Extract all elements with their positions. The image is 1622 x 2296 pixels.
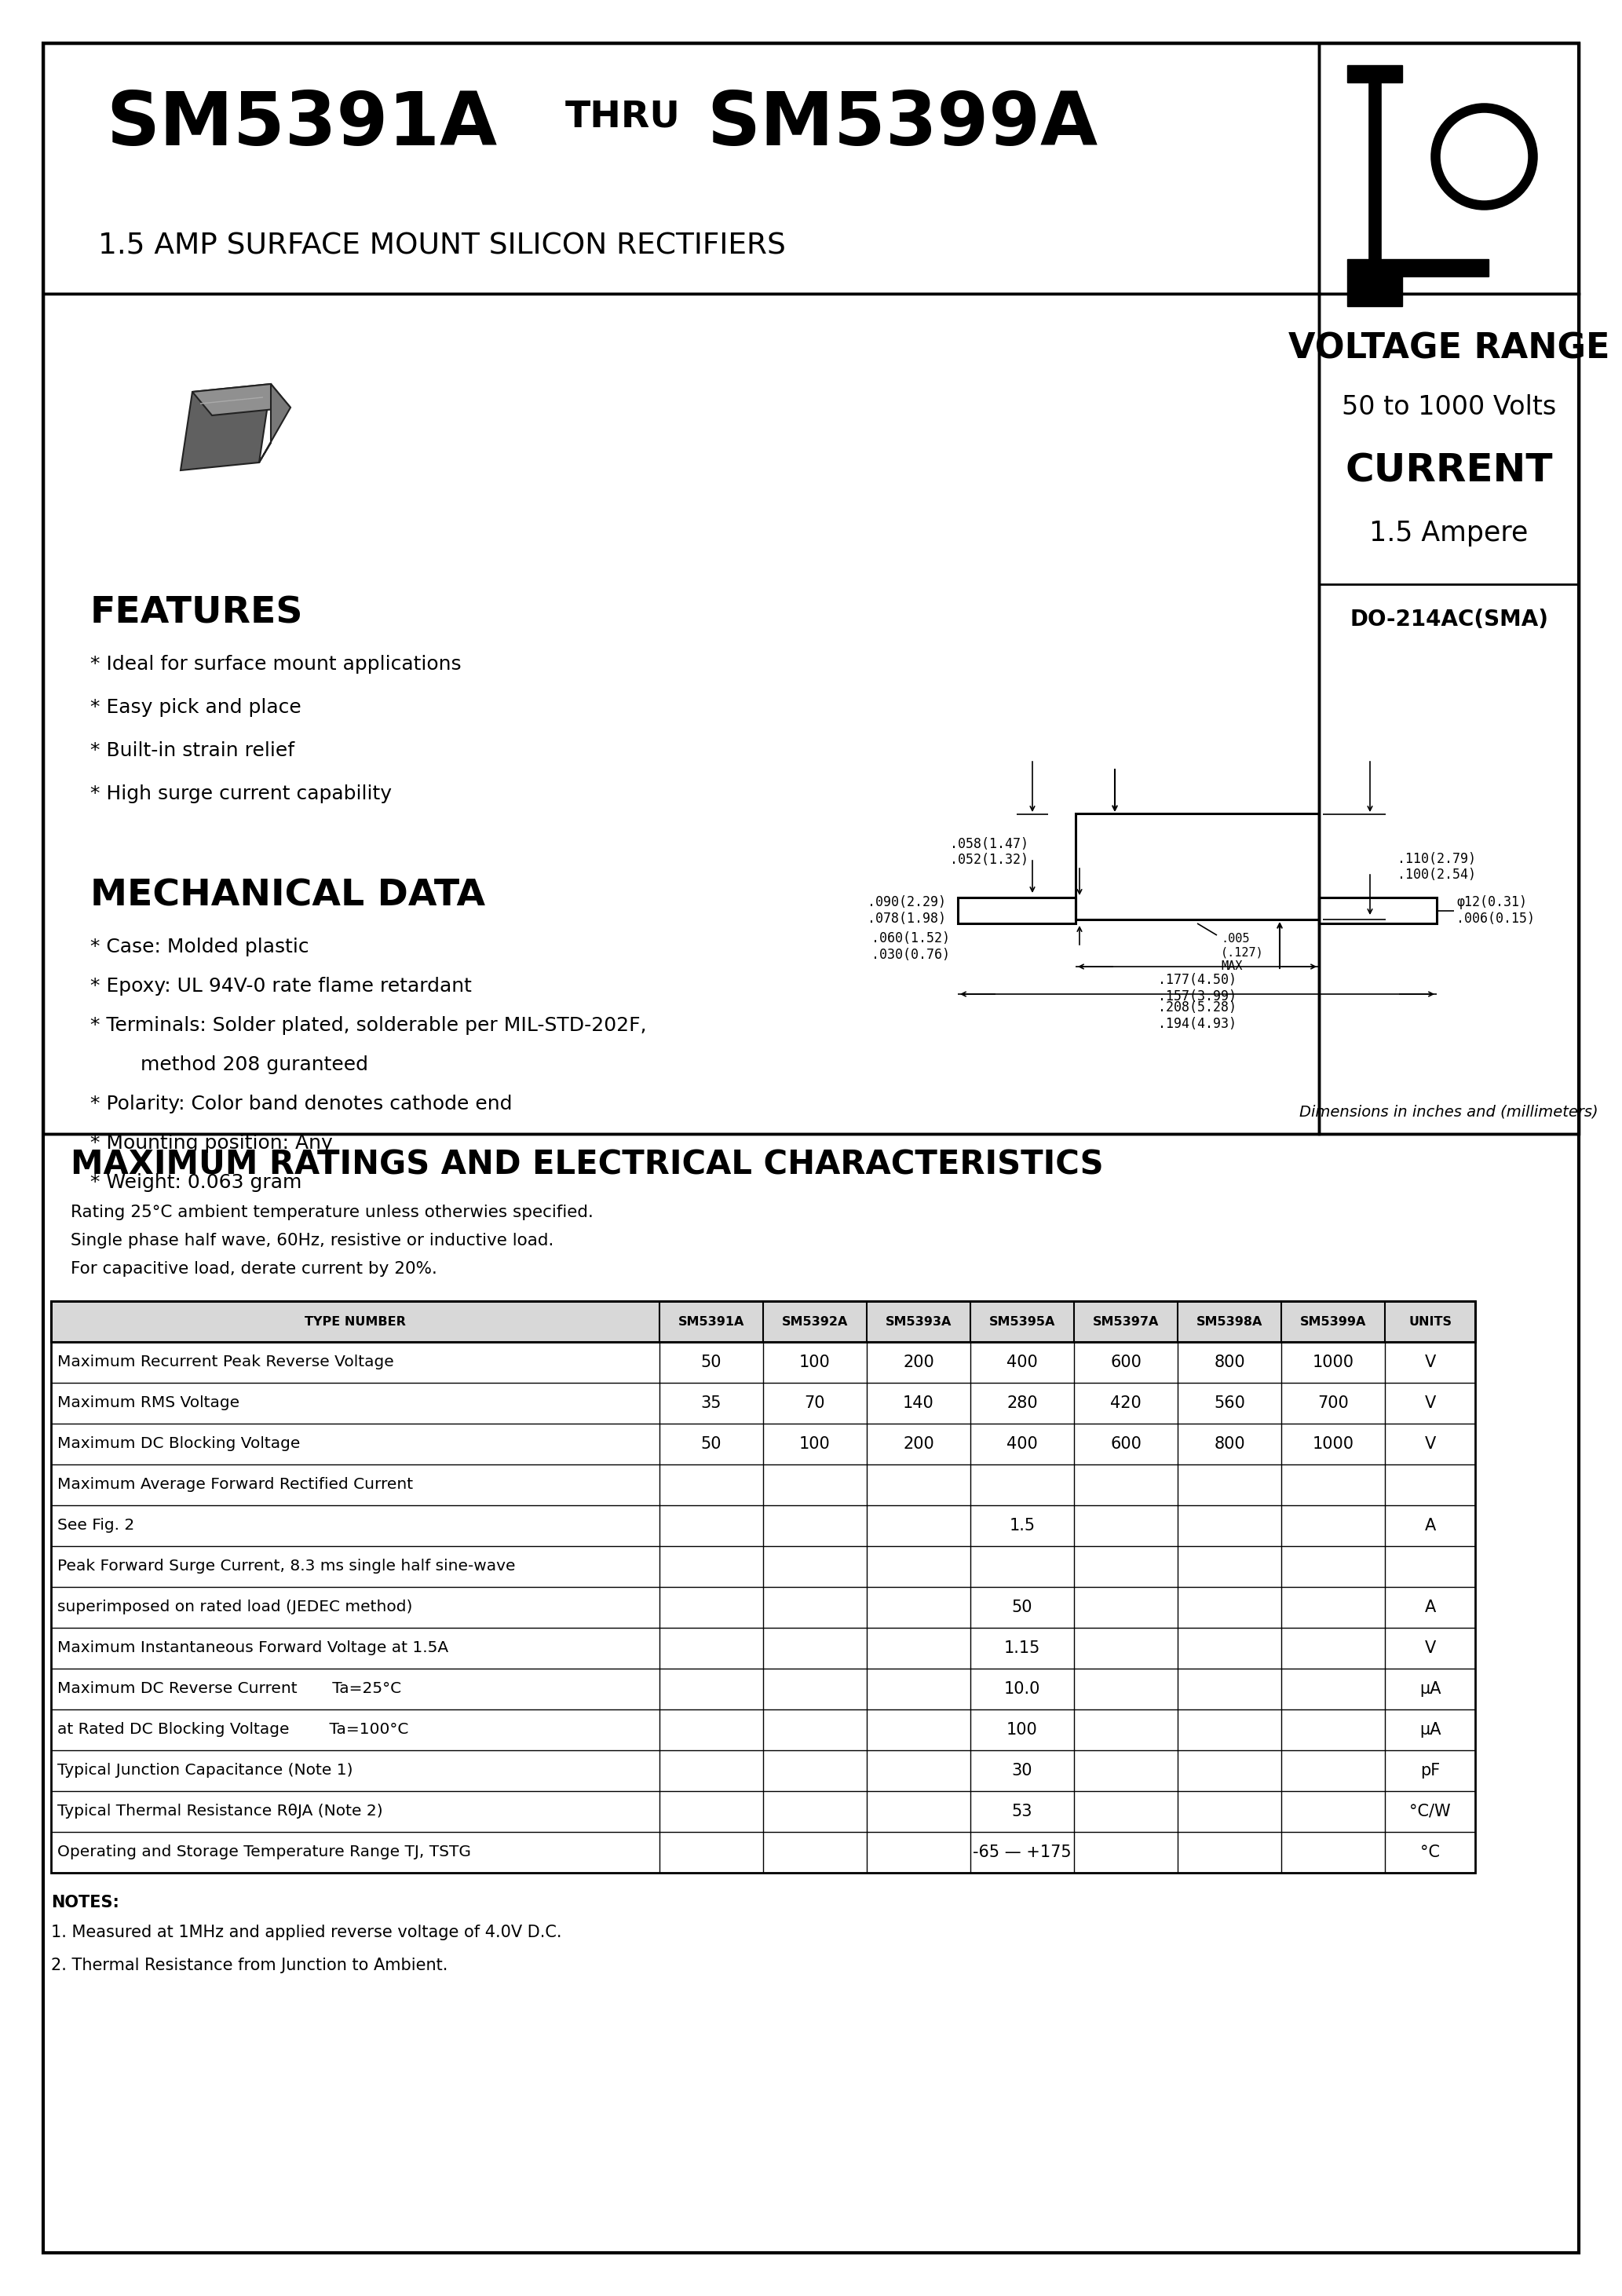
Text: Maximum DC Reverse Current       Ta=25°C: Maximum DC Reverse Current Ta=25°C (57, 1681, 401, 1697)
Text: V: V (1424, 1396, 1435, 1412)
Text: 35: 35 (701, 1396, 722, 1412)
Text: pF: pF (1421, 1763, 1440, 1779)
Text: V: V (1424, 1437, 1435, 1451)
Text: .177(4.50)
.157(3.99): .177(4.50) .157(3.99) (1158, 974, 1236, 1003)
Text: Maximum DC Blocking Voltage: Maximum DC Blocking Voltage (57, 1437, 300, 1451)
Text: THRU: THRU (564, 99, 681, 135)
Text: 560: 560 (1213, 1396, 1246, 1412)
Text: Typical Junction Capacitance (Note 1): Typical Junction Capacitance (Note 1) (57, 1763, 354, 1777)
Text: * Epoxy: UL 94V-0 rate flame retardant: * Epoxy: UL 94V-0 rate flame retardant (91, 976, 472, 996)
Text: CURRENT: CURRENT (1345, 452, 1552, 489)
Text: 10.0: 10.0 (1004, 1681, 1040, 1697)
Bar (50, 1302, 1474, 1341)
Bar (44, 294, 1319, 1134)
Text: φ12(0.31)
.006(0.15): φ12(0.31) .006(0.15) (1457, 895, 1534, 925)
Text: 50: 50 (701, 1355, 722, 1371)
Text: .208(5.28)
.194(4.93): .208(5.28) .194(4.93) (1158, 1001, 1236, 1031)
Text: 600: 600 (1109, 1355, 1142, 1371)
Text: Maximum Average Forward Rectified Current: Maximum Average Forward Rectified Curren… (57, 1476, 414, 1492)
Text: SM5391A: SM5391A (678, 1316, 744, 1327)
Text: μA: μA (1419, 1722, 1440, 1738)
Text: * Terminals: Solder plated, solderable per MIL-STD-202F,: * Terminals: Solder plated, solderable p… (91, 1017, 647, 1035)
Text: .060(1.52)
.030(0.76): .060(1.52) .030(0.76) (871, 932, 950, 962)
Text: μA: μA (1419, 1681, 1440, 1697)
Text: SM5395A: SM5395A (989, 1316, 1056, 1327)
Text: Single phase half wave, 60Hz, resistive or inductive load.: Single phase half wave, 60Hz, resistive … (71, 1233, 553, 1249)
Text: Peak Forward Surge Current, 8.3 ms single half sine-wave: Peak Forward Surge Current, 8.3 ms singl… (57, 1559, 516, 1575)
Text: method 208 guranteed: method 208 guranteed (91, 1056, 368, 1075)
Text: 800: 800 (1213, 1437, 1246, 1451)
Bar (1319, 44, 1578, 294)
Bar (1319, 898, 1437, 923)
Text: 100: 100 (800, 1355, 830, 1371)
Text: Maximum RMS Voltage: Maximum RMS Voltage (57, 1396, 240, 1410)
Text: 53: 53 (1012, 1805, 1033, 1818)
Text: 1. Measured at 1MHz and applied reverse voltage of 4.0V D.C.: 1. Measured at 1MHz and applied reverse … (50, 1924, 561, 1940)
Text: .090(2.29)
.078(1.98): .090(2.29) .078(1.98) (868, 895, 946, 925)
Text: UNITS: UNITS (1408, 1316, 1452, 1327)
Text: Maximum Recurrent Peak Reverse Voltage: Maximum Recurrent Peak Reverse Voltage (57, 1355, 394, 1371)
Text: 50: 50 (701, 1437, 722, 1451)
Text: 70: 70 (805, 1396, 826, 1412)
Text: FEATURES: FEATURES (91, 597, 303, 631)
Text: VOLTAGE RANGE: VOLTAGE RANGE (1288, 331, 1609, 365)
Text: 1.15: 1.15 (1004, 1639, 1040, 1655)
Bar (959, 898, 1075, 923)
Bar (1346, 276, 1401, 305)
Polygon shape (193, 383, 290, 416)
Text: * Polarity: Color band denotes cathode end: * Polarity: Color band denotes cathode e… (91, 1095, 513, 1114)
Text: SM5397A: SM5397A (1093, 1316, 1160, 1327)
Text: V: V (1424, 1355, 1435, 1371)
Text: 140: 140 (903, 1396, 934, 1412)
Bar (1075, 813, 1319, 918)
Text: SM5392A: SM5392A (782, 1316, 848, 1327)
Text: SM5398A: SM5398A (1197, 1316, 1262, 1327)
Bar (1346, 259, 1487, 276)
Text: 100: 100 (800, 1437, 830, 1451)
Text: * Case: Molded plastic: * Case: Molded plastic (91, 937, 310, 957)
Bar (44, 44, 1319, 294)
Text: * Built-in strain relief: * Built-in strain relief (91, 742, 295, 760)
Bar (1346, 64, 1401, 83)
Text: 400: 400 (1007, 1437, 1038, 1451)
Text: 30: 30 (1012, 1763, 1033, 1779)
Text: Maximum Instantaneous Forward Voltage at 1.5A: Maximum Instantaneous Forward Voltage at… (57, 1642, 448, 1655)
Text: MAXIMUM RATINGS AND ELECTRICAL CHARACTERISTICS: MAXIMUM RATINGS AND ELECTRICAL CHARACTER… (71, 1148, 1103, 1180)
Text: °C: °C (1421, 1844, 1440, 1860)
Text: 1.5 AMP SURFACE MOUNT SILICON RECTIFIERS: 1.5 AMP SURFACE MOUNT SILICON RECTIFIERS (99, 232, 785, 262)
Text: NOTES:: NOTES: (50, 1894, 120, 1910)
Text: at Rated DC Blocking Voltage        Ta=100°C: at Rated DC Blocking Voltage Ta=100°C (57, 1722, 409, 1738)
Text: 100: 100 (1007, 1722, 1038, 1738)
Text: Operating and Storage Temperature Range TJ, TSTG: Operating and Storage Temperature Range … (57, 1846, 470, 1860)
Text: DO-214AC(SMA): DO-214AC(SMA) (1350, 608, 1549, 631)
Text: 50 to 1000 Volts: 50 to 1000 Volts (1341, 395, 1555, 420)
Text: SM5399A: SM5399A (1299, 1316, 1366, 1327)
Text: Dimensions in inches and (millimeters): Dimensions in inches and (millimeters) (1299, 1104, 1598, 1120)
Text: V: V (1424, 1639, 1435, 1655)
Text: superimposed on rated load (JEDEC method): superimposed on rated load (JEDEC method… (57, 1600, 412, 1614)
Text: 50: 50 (1012, 1600, 1033, 1614)
Text: -65 — +175: -65 — +175 (973, 1844, 1072, 1860)
Text: * Easy pick and place: * Easy pick and place (91, 698, 302, 716)
Text: For capacitive load, derate current by 20%.: For capacitive load, derate current by 2… (71, 1261, 438, 1277)
Polygon shape (260, 383, 290, 461)
Text: SM5391A: SM5391A (105, 90, 496, 161)
Text: 1.5 Ampere: 1.5 Ampere (1369, 519, 1528, 546)
Text: 420: 420 (1109, 1396, 1142, 1412)
Bar (1319, 294, 1578, 1134)
Text: 600: 600 (1109, 1437, 1142, 1451)
Text: .058(1.47)
.052(1.32): .058(1.47) .052(1.32) (950, 836, 1028, 868)
Text: Typical Thermal Resistance RθJA (Note 2): Typical Thermal Resistance RθJA (Note 2) (57, 1805, 383, 1818)
Text: See Fig. 2: See Fig. 2 (57, 1518, 135, 1534)
Bar (50, 1302, 1474, 1874)
Text: A: A (1424, 1600, 1435, 1614)
Text: * Ideal for surface mount applications: * Ideal for surface mount applications (91, 654, 461, 673)
Text: 200: 200 (903, 1355, 934, 1371)
Text: 400: 400 (1007, 1355, 1038, 1371)
Text: 280: 280 (1007, 1396, 1038, 1412)
Text: °C/W: °C/W (1410, 1805, 1450, 1818)
Text: 2. Thermal Resistance from Junction to Ambient.: 2. Thermal Resistance from Junction to A… (50, 1958, 448, 1972)
Text: .005
(.127)
MAX: .005 (.127) MAX (1221, 932, 1264, 971)
Text: 200: 200 (903, 1437, 934, 1451)
Text: MECHANICAL DATA: MECHANICAL DATA (91, 879, 485, 914)
